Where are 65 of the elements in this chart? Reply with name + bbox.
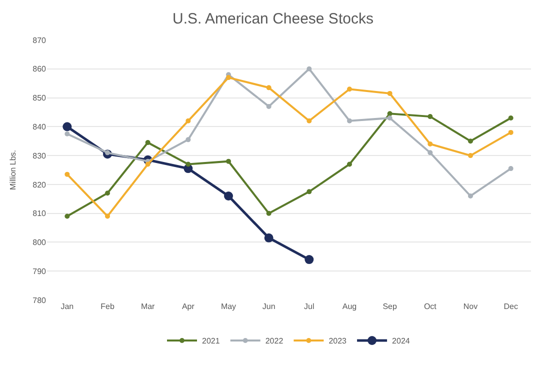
- point: [226, 158, 231, 164]
- y-tick-label: 860: [32, 64, 47, 74]
- point: [64, 214, 70, 219]
- point: [468, 194, 473, 198]
- legend-label: 2024: [392, 336, 410, 346]
- y-tick-label: 870: [32, 36, 47, 45]
- point: [387, 90, 392, 96]
- chart-title: U.S. American Cheese Stocks: [172, 10, 374, 28]
- point: [468, 153, 473, 158]
- y-tick-label: 790: [32, 266, 47, 276]
- point: [145, 162, 150, 167]
- point: [306, 118, 312, 124]
- point: [186, 118, 191, 124]
- x-tick-label: Nov: [463, 302, 478, 311]
- legend-label: 2022: [265, 336, 284, 346]
- point: [347, 86, 352, 92]
- x-tick-label: May: [220, 302, 236, 311]
- x-tick-label: Aug: [342, 302, 357, 311]
- point: [508, 130, 514, 135]
- x-tick-label: Jul: [304, 302, 314, 311]
- point: [304, 255, 314, 264]
- point: [62, 122, 72, 132]
- point: [508, 166, 514, 172]
- x-tick-label: Jan: [60, 302, 74, 311]
- point: [186, 137, 191, 142]
- point: [387, 111, 392, 116]
- x-tick-label: Apr: [182, 302, 195, 311]
- point: [347, 118, 352, 124]
- point: [428, 150, 433, 156]
- point: [428, 142, 433, 146]
- x-tick-label: Jun: [262, 302, 276, 311]
- legend-label: 2023: [328, 336, 348, 346]
- point: [145, 140, 150, 146]
- legend-label: 2021: [202, 336, 220, 346]
- point: [428, 114, 433, 120]
- point: [306, 189, 312, 194]
- point: [105, 190, 110, 196]
- point: [226, 75, 231, 80]
- point: [64, 172, 70, 177]
- point: [347, 162, 352, 167]
- y-tick-label: 810: [32, 209, 47, 218]
- y-tick-label: 820: [32, 180, 47, 190]
- y-tick-label: 850: [32, 94, 47, 103]
- y-tick-label: 780: [32, 296, 47, 305]
- point: [266, 104, 272, 109]
- x-tick-label: Mar: [140, 302, 156, 311]
- x-tick-label: Sep: [382, 302, 398, 311]
- point: [186, 162, 191, 167]
- point: [264, 233, 274, 242]
- point: [224, 192, 233, 200]
- point: [508, 116, 514, 120]
- point: [306, 66, 312, 72]
- point: [468, 138, 473, 144]
- y-axis-title: Million Lbs.: [8, 150, 18, 190]
- x-tick-label: Dec: [504, 302, 518, 311]
- point: [266, 85, 272, 90]
- x-tick-label: Feb: [100, 302, 115, 311]
- point: [105, 214, 110, 219]
- point: [387, 116, 392, 120]
- y-tick-label: 840: [32, 122, 47, 132]
- y-tick-label: 830: [32, 151, 47, 160]
- y-tick-label: 800: [32, 238, 47, 248]
- point: [64, 131, 70, 136]
- point: [266, 210, 272, 216]
- x-tick-label: Oct: [424, 302, 438, 311]
